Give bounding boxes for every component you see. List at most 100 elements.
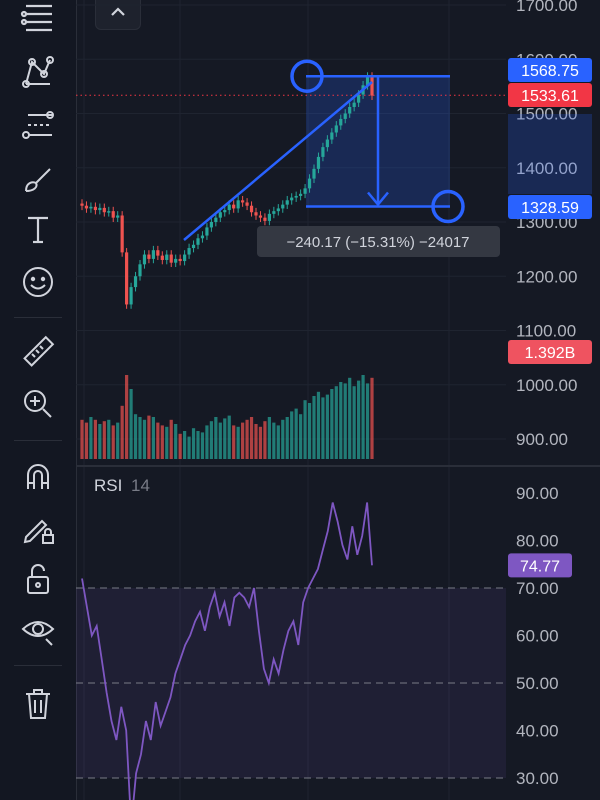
volume-bar: [272, 422, 276, 459]
rsi-band: [76, 588, 506, 778]
volume-bar: [299, 414, 303, 459]
volume-bar: [339, 382, 343, 459]
emoji-icon[interactable]: [10, 260, 66, 304]
volume-bar: [241, 422, 245, 459]
volume-bar: [227, 415, 231, 459]
eye-icon[interactable]: [10, 607, 66, 651]
rsi-line: [81, 502, 373, 800]
rsi-period: 14: [131, 476, 150, 495]
candle: [138, 264, 142, 277]
volume-bar: [151, 417, 155, 459]
rsi-value-bg: [508, 553, 572, 578]
candle: [209, 222, 213, 228]
magnet-icon[interactable]: [10, 455, 66, 499]
volume-label: 1.392B: [525, 345, 576, 362]
pattern-tool-icon[interactable]: [10, 50, 66, 94]
chevron-up-icon: [111, 7, 125, 16]
volume-bar: [285, 417, 289, 459]
candle: [357, 94, 361, 103]
candle: [276, 208, 280, 212]
volume-bar: [316, 391, 321, 459]
rsi-value-label: 74.77: [520, 558, 560, 575]
rsi-tick: 70.00: [516, 579, 559, 598]
candle: [147, 254, 151, 259]
lock-drawing-icon[interactable]: [10, 507, 66, 551]
volume-bar: [254, 424, 258, 459]
volume-bar: [209, 421, 213, 459]
price-chart[interactable]: −240.17 (−15.31%) −240171700.001600.0015…: [76, 0, 600, 800]
volume-bar: [281, 419, 285, 459]
candle: [281, 204, 285, 209]
fib-lines-icon[interactable]: [10, 103, 66, 147]
candle: [218, 212, 222, 218]
candle: [84, 205, 89, 209]
toolbar-divider: [14, 440, 62, 441]
volume-bar: [312, 396, 316, 459]
candle: [102, 207, 106, 213]
candle: [334, 125, 338, 133]
volume-bar: [263, 421, 267, 459]
candle: [151, 250, 155, 259]
volume-bar: [156, 422, 160, 459]
price-range-band: [508, 114, 592, 194]
rsi-tick: 40.00: [516, 722, 559, 741]
unlock-icon[interactable]: [10, 557, 66, 601]
price-tick: 1000.00: [516, 376, 577, 395]
brush-icon[interactable]: [10, 157, 66, 201]
volume-bar: [290, 411, 294, 459]
candle: [343, 113, 347, 119]
candle: [316, 156, 321, 169]
volume-bar: [178, 433, 182, 459]
candle: [205, 227, 209, 236]
volume-bar: [196, 431, 200, 459]
candle: [303, 188, 307, 194]
candle: [325, 139, 329, 148]
candle: [196, 238, 200, 245]
volume-bar: [183, 431, 187, 459]
volume-bar: [325, 394, 329, 459]
rsi-tick: 50.00: [516, 674, 559, 693]
toolbar-divider: [14, 317, 62, 318]
candle: [348, 106, 352, 114]
candle: [236, 200, 240, 209]
candle: [160, 255, 164, 260]
volume-bar: [200, 432, 205, 459]
candle: [116, 215, 120, 218]
measure-start-handle: [290, 59, 324, 93]
price-tick: 1200.00: [516, 267, 577, 286]
candle: [365, 76, 370, 86]
price-tick: 1500.00: [516, 105, 577, 124]
candle: [267, 213, 271, 221]
candle: [120, 215, 124, 253]
zoom-in-icon[interactable]: [10, 382, 66, 426]
volume-bar: [191, 428, 196, 459]
volume-bar: [84, 422, 89, 459]
price-tick: 1700.00: [516, 0, 577, 15]
rsi-tick: 30.00: [516, 769, 559, 788]
volume-bar: [223, 418, 227, 459]
candle: [339, 118, 343, 126]
candle: [263, 217, 267, 221]
measure-end-handle: [431, 189, 465, 224]
lower-level-label-bg: [508, 195, 592, 219]
trash-icon[interactable]: [10, 682, 66, 726]
ruler-icon[interactable]: [10, 330, 66, 374]
candle: [352, 102, 356, 107]
volume-bar: [365, 383, 370, 459]
volume-bar: [334, 386, 338, 459]
candle: [133, 276, 138, 288]
rsi-tick: 90.00: [516, 484, 559, 503]
candle: [191, 244, 196, 249]
candle: [156, 250, 160, 256]
candle: [241, 200, 245, 203]
volume-bar: [138, 417, 142, 459]
text-tool-icon[interactable]: [10, 207, 66, 251]
candle: [80, 203, 84, 206]
candle: [258, 215, 263, 218]
volume-bar: [370, 377, 374, 459]
volume-bar: [348, 377, 352, 459]
candle: [174, 258, 178, 263]
volume-bar: [142, 419, 147, 459]
candle: [254, 212, 258, 216]
crosshair-lines-icon[interactable]: [10, 0, 66, 40]
